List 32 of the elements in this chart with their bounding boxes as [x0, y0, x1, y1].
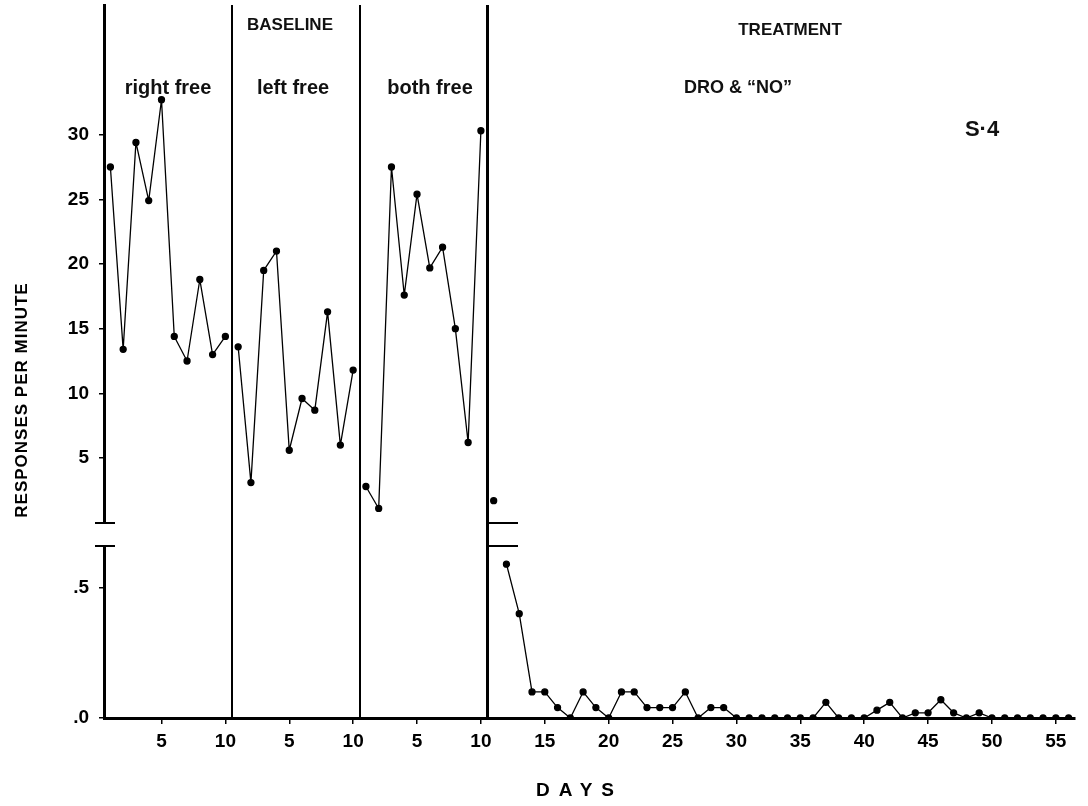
x-tick-label: 10: [342, 729, 364, 751]
x-tick-label: 30: [725, 729, 747, 751]
y-tick-label: 20: [67, 252, 89, 274]
x-tick-label: 55: [1045, 729, 1067, 751]
y-tick-label: 25: [67, 187, 90, 209]
annotation: DRO & “NO”: [684, 76, 792, 98]
annotation: S·4: [964, 116, 1000, 142]
x-tick-label: 20: [598, 729, 620, 751]
x-tick-label: 5: [156, 729, 168, 751]
y-tick-label: 15: [67, 316, 90, 338]
annotation: both free: [387, 75, 473, 99]
x-axis-title: DAYS: [535, 779, 624, 801]
x-tick-label: 10: [214, 729, 236, 751]
x-tick-label: 5: [283, 729, 295, 751]
annotation: TREATMENT: [738, 20, 842, 40]
x-tick-label: 10: [470, 729, 492, 751]
x-tick-label: 25: [661, 729, 684, 751]
annotation: right free: [124, 75, 212, 99]
y-axis-title: RESPONSES PER MINUTE: [12, 282, 32, 518]
y-tick-label: 30: [67, 122, 89, 144]
y-tick-label: .5: [73, 575, 90, 597]
x-tick-label: 5: [411, 729, 423, 751]
x-tick-label: 50: [981, 729, 1003, 751]
y-tick-label: .0: [73, 706, 89, 728]
x-tick-label: 40: [853, 729, 875, 751]
y-tick-label: 5: [78, 446, 90, 468]
x-tick-label: 15: [534, 729, 556, 751]
x-tick-label: 45: [917, 729, 940, 751]
annotation: left free: [256, 75, 330, 99]
x-tick-label: 35: [789, 729, 812, 751]
annotation: BASELINE: [247, 15, 333, 35]
y-tick-label: 10: [67, 381, 89, 403]
